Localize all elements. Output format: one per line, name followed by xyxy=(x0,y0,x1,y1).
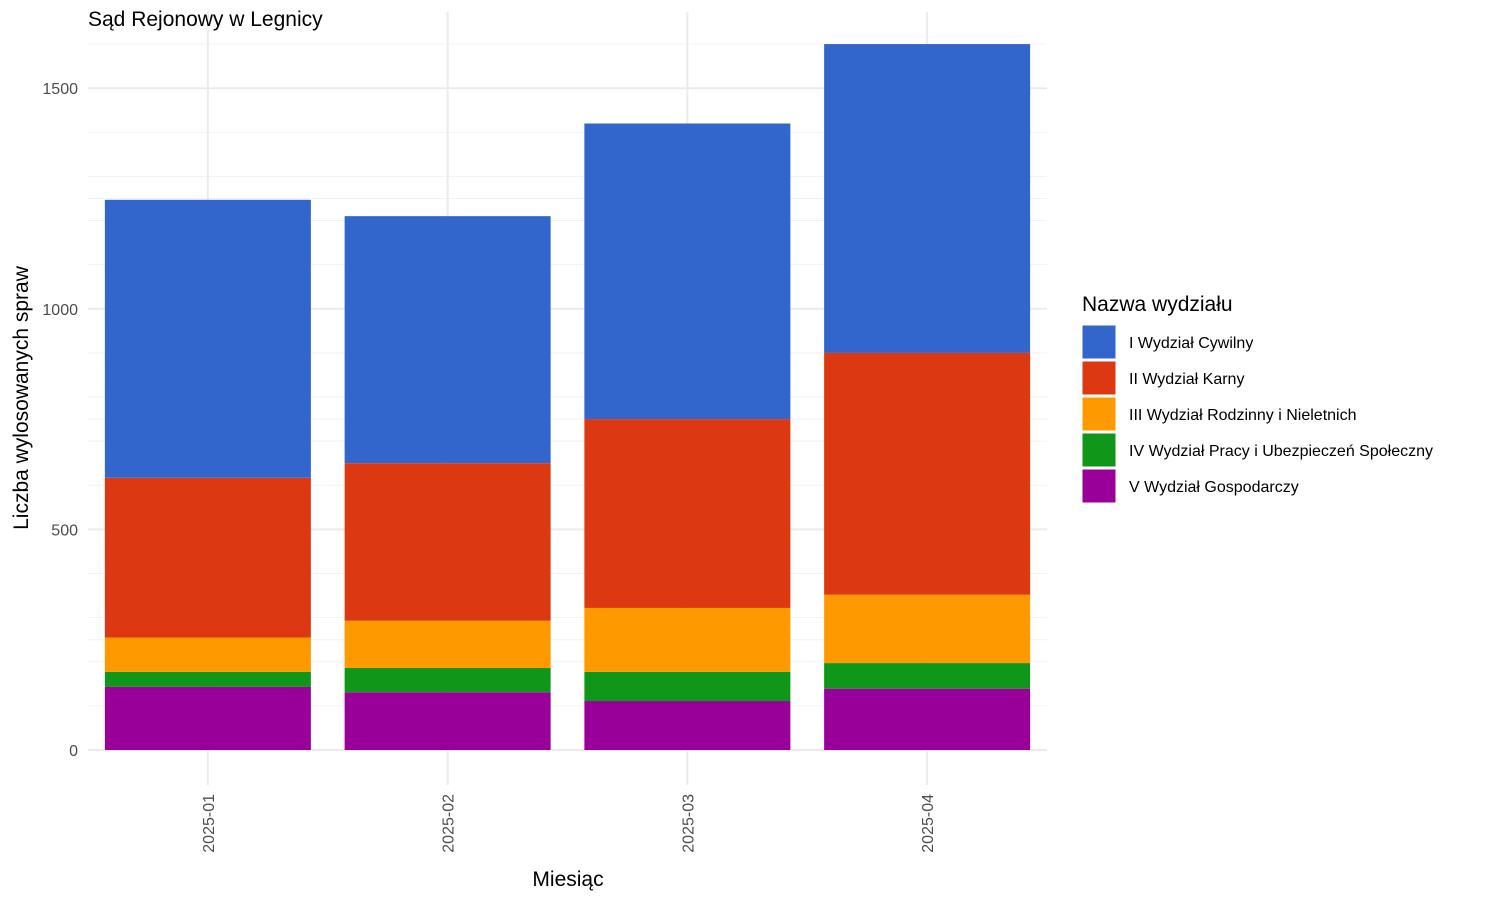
bar-segment xyxy=(104,637,311,672)
bar-segment xyxy=(824,663,1031,689)
bar-segment xyxy=(584,607,791,672)
legend-label: II Wydział Karny xyxy=(1129,371,1244,388)
bar-segment xyxy=(344,216,551,464)
bar-segment xyxy=(584,123,791,420)
bar-segment xyxy=(344,667,551,693)
legend-swatch xyxy=(1081,324,1117,360)
bar-segment xyxy=(824,594,1031,664)
bar-segment xyxy=(104,671,311,687)
x-tick-label: 2025-01 xyxy=(201,794,218,853)
legend-title: Nazwa wydziału xyxy=(1082,293,1233,316)
bar-segment xyxy=(104,686,311,750)
bar-segment xyxy=(344,692,551,750)
legend-label: III Wydział Rodzinny i Nieletnich xyxy=(1129,407,1357,424)
bar-segment xyxy=(824,688,1031,750)
y-tick-label: 1000 xyxy=(42,302,78,319)
legend: Nazwa wydziału I Wydział Cywilny II Wydzi… xyxy=(1081,293,1433,504)
x-tick-label: 2025-04 xyxy=(920,794,937,853)
y-tick-label: 1500 xyxy=(42,81,78,98)
legend-label: I Wydział Cywilny xyxy=(1129,335,1253,352)
legend-swatch xyxy=(1081,468,1117,504)
x-tick-label: 2025-03 xyxy=(680,794,697,853)
bar-segment xyxy=(824,352,1031,595)
bar-segment xyxy=(584,671,791,702)
bar-segment xyxy=(824,44,1031,353)
y-axis-ticks: 0 500 1000 1500 xyxy=(42,81,78,760)
legend-swatch xyxy=(1081,360,1117,396)
bar-segment xyxy=(584,701,791,750)
x-axis-ticks: 2025-01 2025-02 2025-03 2025-04 xyxy=(201,794,937,853)
bar-segment xyxy=(344,620,551,668)
bar-segment xyxy=(344,463,551,621)
y-axis-title: Liczba wylosowanych spraw xyxy=(10,265,33,530)
x-axis-title: Miesiąc xyxy=(532,868,603,891)
bar-segment xyxy=(104,477,311,638)
legend-label: IV Wydział Pracy i Ubezpieczeń Społeczny xyxy=(1129,443,1433,460)
legend-swatch xyxy=(1081,432,1117,468)
chart-title: Sąd Rejonowy w Legnicy xyxy=(88,8,323,31)
x-tick-label: 2025-02 xyxy=(441,794,458,853)
y-tick-label: 500 xyxy=(51,522,78,539)
bars xyxy=(104,44,1031,750)
legend-swatch xyxy=(1081,396,1117,432)
bar-segment xyxy=(584,419,791,608)
y-tick-label: 0 xyxy=(69,743,78,760)
bar-segment xyxy=(104,199,311,478)
legend-label: V Wydział Gospodarczy xyxy=(1129,479,1299,496)
